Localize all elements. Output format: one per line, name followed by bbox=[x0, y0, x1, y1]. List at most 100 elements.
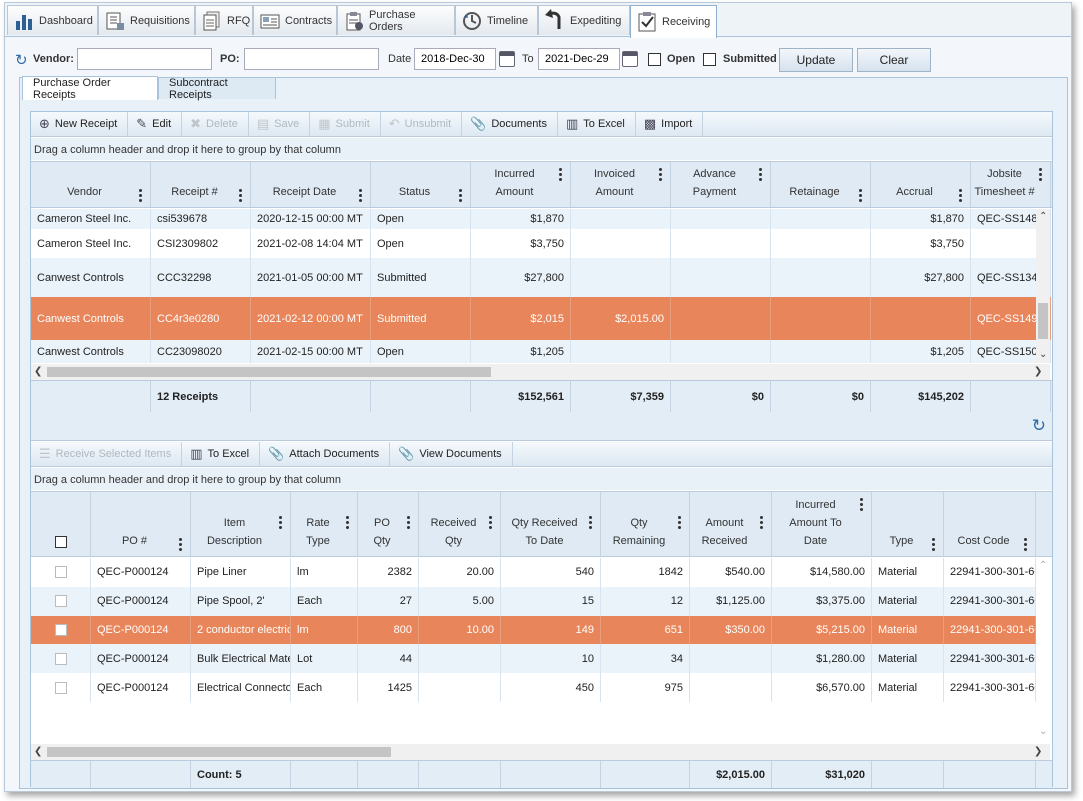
column-menu-icon[interactable] bbox=[932, 538, 935, 551]
refresh-icon[interactable]: ↻ bbox=[15, 52, 28, 69]
date-from-input[interactable] bbox=[414, 48, 496, 70]
receipts-vertical-scrollbar[interactable]: ⌃ ⌄ bbox=[1036, 209, 1050, 363]
items-vertical-scrollbar[interactable]: ⌃ ⌄ bbox=[1036, 558, 1050, 744]
items-column-header[interactable]: Amount Received bbox=[690, 492, 772, 556]
column-menu-icon[interactable] bbox=[346, 516, 349, 529]
select-all-checkbox[interactable] bbox=[55, 536, 67, 548]
column-menu-icon[interactable] bbox=[1039, 168, 1042, 181]
column-menu-icon[interactable] bbox=[489, 516, 492, 529]
items-column-header[interactable]: Qty Received To Date bbox=[501, 492, 601, 556]
items-column-header[interactable]: Cost Code bbox=[944, 492, 1036, 556]
unsubmit-button[interactable]: ↶ Unsubmit bbox=[381, 111, 463, 137]
tab-purchase-orders[interactable]: Purchase Orders bbox=[337, 5, 455, 35]
view-documents-button[interactable]: 📎 View Documents bbox=[390, 441, 513, 467]
receipts-column-header[interactable]: Status bbox=[371, 162, 471, 207]
edit-button[interactable]: ✎ Edit bbox=[128, 111, 183, 137]
tab-contracts[interactable]: Contracts bbox=[253, 5, 337, 35]
item-checkbox[interactable] bbox=[54, 681, 67, 694]
scroll-up-icon[interactable]: ⌃ bbox=[1039, 211, 1048, 222]
column-menu-icon[interactable] bbox=[139, 189, 142, 202]
scroll-down-icon[interactable]: ⌄ bbox=[1039, 349, 1048, 360]
items-column-header[interactable]: Received Qty bbox=[419, 492, 501, 556]
vendor-input[interactable] bbox=[77, 48, 212, 70]
column-menu-icon[interactable] bbox=[860, 498, 863, 511]
import-button[interactable]: ▩ Import bbox=[636, 111, 704, 137]
tab-requisitions[interactable]: Requisitions bbox=[98, 5, 195, 35]
column-menu-icon[interactable] bbox=[1024, 538, 1027, 551]
date-to-input[interactable] bbox=[538, 48, 620, 70]
column-menu-icon[interactable] bbox=[859, 189, 862, 202]
scroll-left-icon[interactable]: ❮ bbox=[34, 746, 43, 757]
column-menu-icon[interactable] bbox=[678, 516, 681, 529]
items-group-bar[interactable]: Drag a column header and drop it here to… bbox=[31, 468, 1052, 490]
item-row[interactable]: QEC-P000124 2 conductor electrical lm 800 10… bbox=[31, 615, 1036, 645]
receipts-column-header[interactable]: Invoiced Amount bbox=[571, 162, 671, 207]
scroll-thumb[interactable] bbox=[1038, 303, 1048, 339]
scroll-thumb[interactable] bbox=[47, 367, 491, 377]
calendar-icon[interactable] bbox=[499, 51, 515, 67]
receipts-group-bar[interactable]: Drag a column header and drop it here to… bbox=[31, 138, 1052, 160]
tab-dashboard[interactable]: Dashboard bbox=[7, 5, 98, 35]
receipt-row[interactable]: Canwest Controls CC4r3e0280 2021-02-12 00:… bbox=[31, 297, 1051, 340]
receipts-horizontal-scrollbar[interactable]: ❮ ❯ bbox=[31, 364, 1050, 380]
item-checkbox[interactable] bbox=[54, 623, 67, 636]
column-menu-icon[interactable] bbox=[279, 516, 282, 529]
scroll-down-icon[interactable]: ⌄ bbox=[1039, 726, 1048, 737]
column-menu-icon[interactable] bbox=[589, 516, 592, 529]
save-button[interactable]: ▤ Save bbox=[249, 111, 311, 137]
items-to-excel-button[interactable]: ▥ To Excel bbox=[182, 441, 261, 467]
submit-button[interactable]: ▦ Submit bbox=[310, 111, 381, 137]
column-menu-icon[interactable] bbox=[759, 168, 762, 181]
receipt-row[interactable]: Cameron Steel Inc. CSI2309802 2021-02-08 1… bbox=[31, 229, 1051, 258]
calendar-icon[interactable] bbox=[622, 51, 638, 67]
tab-rfq[interactable]: RFQ bbox=[195, 5, 253, 35]
item-checkbox[interactable] bbox=[54, 652, 67, 665]
items-column-header[interactable]: Qty Remaining bbox=[601, 492, 690, 556]
update-button[interactable]: Update bbox=[779, 48, 853, 72]
column-menu-icon[interactable] bbox=[559, 168, 562, 181]
receipt-row[interactable]: Canwest Controls CCC32298 2021-01-05 00:00… bbox=[31, 258, 1051, 297]
attach-documents-button[interactable]: 📎 Attach Documents bbox=[260, 441, 391, 467]
tab-subcontract-receipts[interactable]: Subcontract Receipts bbox=[158, 77, 276, 101]
column-menu-icon[interactable] bbox=[459, 189, 462, 202]
column-menu-icon[interactable] bbox=[760, 516, 763, 529]
column-menu-icon[interactable] bbox=[359, 189, 362, 202]
item-row[interactable]: QEC-P000124 Pipe Liner lm 2382 20.00 540 1842 $… bbox=[31, 558, 1036, 587]
receipts-column-header[interactable]: Receipt Date bbox=[251, 162, 371, 207]
receipts-column-header[interactable]: Incurred Amount bbox=[471, 162, 571, 207]
item-row[interactable]: QEC-P000124 Pipe Spool, 2' Each 27 5.00 15 12 $… bbox=[31, 586, 1036, 616]
item-checkbox[interactable] bbox=[54, 595, 67, 608]
delete-button[interactable]: ✖ Delete bbox=[182, 111, 249, 137]
column-menu-icon[interactable] bbox=[407, 516, 410, 529]
item-row[interactable]: QEC-P000124 Electrical Connectors Each 1425… bbox=[31, 673, 1036, 702]
scroll-right-icon[interactable]: ❯ bbox=[1034, 366, 1043, 377]
open-checkbox[interactable] bbox=[648, 53, 661, 66]
receipts-to-excel-button[interactable]: ▥ To Excel bbox=[558, 111, 636, 137]
receipts-column-header[interactable]: Receipt # bbox=[151, 162, 251, 207]
items-column-header[interactable]: PO Qty bbox=[358, 492, 419, 556]
po-input[interactable] bbox=[244, 48, 379, 70]
receipts-column-header[interactable]: Jobsite Timesheet # bbox=[971, 162, 1051, 207]
items-column-header[interactable]: Rate Type bbox=[291, 492, 358, 556]
clear-button[interactable]: Clear bbox=[857, 48, 931, 72]
tab-timeline[interactable]: Timeline bbox=[455, 5, 538, 35]
scroll-thumb[interactable] bbox=[47, 747, 391, 757]
scroll-left-icon[interactable]: ❮ bbox=[34, 366, 43, 377]
items-column-header[interactable]: Type bbox=[872, 492, 944, 556]
documents-button[interactable]: 📎 Documents bbox=[462, 111, 558, 137]
tab-receiving[interactable]: Receiving bbox=[630, 5, 717, 38]
tab-purchase-order-receipts[interactable]: Purchase Order Receipts bbox=[22, 76, 158, 101]
items-column-header[interactable]: Item Description bbox=[191, 492, 291, 556]
receipts-column-header[interactable]: Advance Payment bbox=[671, 162, 771, 207]
items-column-header[interactable]: Incurred Amount To Date bbox=[772, 492, 872, 556]
receipts-column-header[interactable]: Vendor bbox=[31, 162, 151, 207]
receive-selected-items-button[interactable]: ☰ Receive Selected Items bbox=[31, 441, 183, 467]
items-column-header[interactable] bbox=[31, 492, 91, 556]
items-horizontal-scrollbar[interactable]: ❮ ❯ bbox=[31, 744, 1050, 760]
refresh-icon[interactable]: ↻ bbox=[1031, 416, 1046, 435]
column-menu-icon[interactable] bbox=[179, 538, 182, 551]
submitted-checkbox[interactable] bbox=[703, 53, 716, 66]
items-column-header[interactable]: PO # bbox=[91, 492, 191, 556]
new-receipt-button[interactable]: ⊕ New Receipt bbox=[31, 111, 129, 137]
